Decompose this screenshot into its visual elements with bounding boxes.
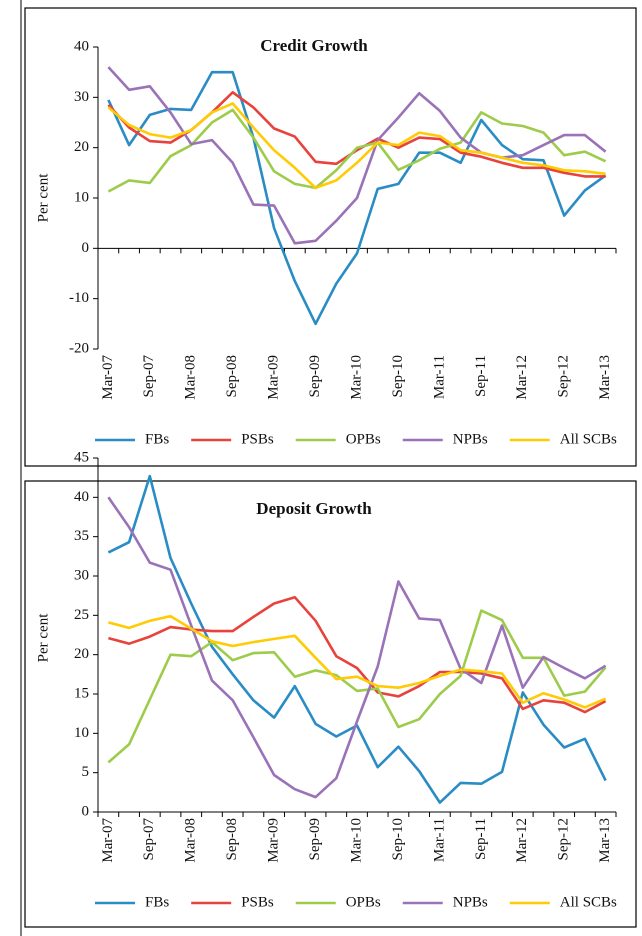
legend-label: FBs — [145, 431, 169, 447]
chart-frame — [24, 7, 637, 467]
x-tick-label: Sep-11 — [473, 818, 489, 860]
legend-label: All SCBs — [560, 894, 617, 910]
y-tick-label: 15 — [74, 685, 89, 701]
x-tick-label: Sep-08 — [224, 818, 240, 861]
y-tick-label: 10 — [74, 189, 89, 205]
y-tick-label: -10 — [69, 290, 89, 306]
x-tick-label: Sep-12 — [556, 818, 572, 861]
y-tick-label: 30 — [74, 89, 89, 105]
legend-label: PSBs — [241, 894, 274, 910]
x-tick-label: Sep-09 — [307, 355, 323, 398]
legend-label: OPBs — [346, 894, 381, 910]
series-line — [107, 609, 607, 764]
x-tick-label: Sep-08 — [224, 355, 240, 398]
x-tick-label: Mar-08 — [183, 355, 199, 400]
chart-title: Credit Growth — [260, 36, 368, 55]
y-axis-label: Per cent — [35, 613, 51, 663]
x-tick-label: Mar-10 — [348, 355, 364, 400]
legend-label: All SCBs — [560, 431, 617, 447]
y-tick-label: 5 — [82, 764, 90, 780]
y-tick-label: 0 — [82, 803, 90, 819]
y-tick-label: 40 — [74, 489, 89, 505]
legend-label: NPBs — [453, 894, 488, 910]
x-tick-label: Mar-13 — [597, 355, 613, 400]
x-tick-label: Mar-12 — [514, 355, 530, 400]
series-line — [107, 496, 607, 799]
y-tick-label: 35 — [74, 528, 89, 544]
series-line — [107, 474, 607, 804]
x-tick-label: Sep-10 — [390, 355, 406, 398]
series-line — [107, 66, 607, 245]
series-line — [108, 614, 607, 709]
x-tick-label: Mar-10 — [348, 818, 364, 863]
series-line — [107, 70, 607, 326]
series-line — [107, 102, 606, 190]
x-tick-label: Mar-13 — [597, 818, 613, 863]
y-tick-label: -20 — [69, 340, 89, 356]
x-tick-label: Mar-09 — [266, 355, 282, 400]
x-tick-label: Sep-07 — [141, 355, 157, 398]
y-tick-label: 30 — [74, 567, 89, 583]
y-tick-label: 45 — [74, 449, 89, 465]
y-tick-label: 20 — [74, 646, 89, 662]
y-tick-label: 0 — [82, 240, 90, 256]
y-tick-label: 20 — [74, 139, 89, 155]
x-tick-label: Mar-09 — [266, 818, 282, 863]
x-tick-label: Mar-11 — [431, 355, 447, 399]
x-tick-label: Sep-09 — [307, 818, 323, 861]
x-tick-label: Mar-08 — [183, 818, 199, 863]
legend-label: NPBs — [453, 431, 488, 447]
y-tick-label: 25 — [74, 607, 89, 623]
x-tick-label: Mar-11 — [431, 818, 447, 862]
x-tick-label: Mar-07 — [100, 818, 116, 863]
x-tick-label: Mar-07 — [100, 355, 116, 400]
y-axis-label: Per cent — [35, 173, 51, 223]
x-tick-label: Sep-10 — [390, 818, 406, 861]
chart-title: Deposit Growth — [256, 499, 372, 518]
chart-frame — [24, 480, 637, 928]
x-tick-label: Sep-12 — [556, 355, 572, 398]
y-tick-label: 10 — [74, 725, 89, 741]
y-tick-label: 40 — [74, 38, 89, 54]
x-tick-label: Mar-12 — [514, 818, 530, 863]
legend-label: OPBs — [346, 431, 381, 447]
x-tick-label: Sep-11 — [473, 355, 489, 397]
legend-label: FBs — [145, 894, 169, 910]
x-tick-label: Sep-07 — [141, 818, 157, 861]
legend-label: PSBs — [241, 431, 274, 447]
